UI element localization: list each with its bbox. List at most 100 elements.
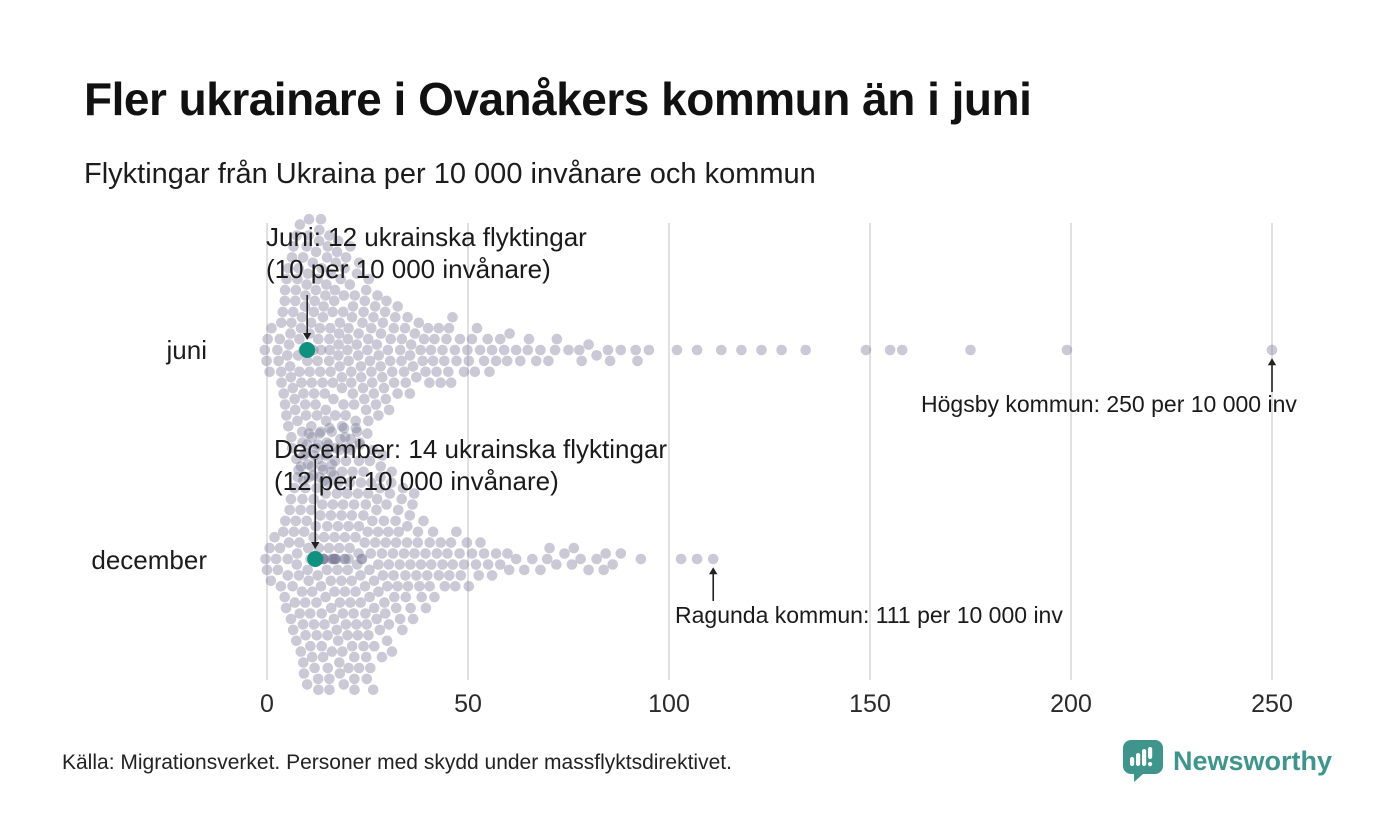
row-label-december: december — [91, 545, 207, 575]
beeswarm-dot — [330, 553, 342, 565]
beeswarm-dot — [397, 624, 408, 636]
beeswarm-dot — [264, 366, 275, 378]
beeswarm-dot — [382, 344, 394, 356]
beeswarm-dot — [371, 339, 383, 350]
beeswarm-dot — [314, 472, 325, 483]
beeswarm-dot — [374, 624, 386, 636]
beeswarm-dot — [351, 559, 363, 570]
annotation-juni-highlight: Juni: 12 ukrainska flyktingar (10 per 10… — [266, 221, 587, 285]
beeswarm-dot — [591, 350, 602, 361]
page-title: Fler ukrainare i Ovanåkers kommun än i j… — [84, 73, 1032, 125]
beeswarm-dot — [473, 570, 485, 581]
beeswarm-dot — [433, 322, 445, 334]
beeswarm-dot — [300, 410, 312, 421]
beeswarm-dot — [261, 355, 272, 367]
annotation-ragunda-outlier: Ragunda kommun: 111 per 10 000 inv — [675, 602, 1063, 628]
beeswarm-dot — [346, 366, 357, 378]
beeswarm-dot — [384, 355, 396, 367]
beeswarm-dot — [600, 548, 611, 559]
brand-name: Newsworthy — [1172, 745, 1332, 776]
beeswarm-dot — [527, 553, 538, 565]
beeswarm-dot — [344, 279, 356, 290]
beeswarm-dot — [339, 531, 351, 543]
beeswarm-dot — [294, 366, 305, 378]
beeswarm-dot — [334, 657, 345, 668]
beeswarm-dot — [422, 570, 433, 581]
beeswarm-dot — [346, 377, 357, 389]
beeswarm-dot — [328, 470, 340, 481]
beeswarm-dot — [632, 355, 643, 367]
beeswarm-dot — [336, 575, 347, 587]
beeswarm-dot — [297, 619, 309, 630]
beeswarm-dot — [486, 570, 498, 581]
beeswarm-dot — [344, 477, 356, 489]
beeswarm-dot — [279, 295, 291, 307]
beeswarm-dot — [409, 328, 421, 339]
beeswarm-dot — [362, 428, 373, 439]
beeswarm-dot — [329, 553, 341, 565]
beeswarm-dot — [350, 531, 361, 543]
beeswarm-dot — [301, 279, 313, 290]
beeswarm-dot — [377, 570, 389, 581]
beeswarm-dot — [326, 459, 338, 470]
beeswarm-dot — [398, 548, 410, 559]
beeswarm-dot — [341, 488, 353, 499]
beeswarm-dot — [390, 515, 401, 527]
beeswarm-dot — [366, 366, 377, 378]
beeswarm-dot — [385, 333, 397, 345]
beeswarm-dot — [328, 393, 339, 405]
beeswarm-dot — [320, 290, 331, 301]
beeswarm-dot — [331, 442, 342, 454]
beeswarm-dot — [390, 537, 402, 548]
beeswarm-dot — [551, 333, 563, 345]
x-tick-label: 200 — [1050, 690, 1092, 718]
beeswarm-dot — [316, 461, 328, 472]
beeswarm-dot — [414, 581, 425, 592]
beeswarm-dot — [260, 553, 271, 565]
beeswarm-dot — [463, 581, 475, 592]
beeswarm-dot — [286, 442, 298, 454]
beeswarm-dot — [294, 537, 305, 548]
beeswarm-dot — [331, 246, 343, 258]
annotation-arrowhead — [709, 567, 718, 575]
beeswarm-dot — [490, 355, 502, 367]
beeswarm-dot — [272, 344, 283, 356]
beeswarm-dot — [343, 322, 354, 334]
beeswarm-dot — [336, 421, 348, 432]
beeswarm-dot — [283, 263, 294, 274]
beeswarm-dot — [274, 333, 286, 345]
beeswarm-dot — [310, 442, 322, 454]
beeswarm-dot — [484, 366, 495, 378]
beeswarm-dot — [501, 355, 513, 367]
beeswarm-dot — [353, 548, 364, 559]
beeswarm-dot — [407, 361, 419, 372]
beeswarm-dot — [333, 477, 344, 489]
beeswarm-dot — [298, 388, 309, 399]
beeswarm-dot — [309, 450, 320, 461]
beeswarm-dot — [439, 355, 450, 367]
beeswarm-dot — [358, 466, 369, 478]
beeswarm-dot — [296, 586, 308, 597]
beeswarm-dot — [314, 366, 326, 378]
beeswarm-dot — [1266, 344, 1278, 356]
beeswarm-dot — [322, 521, 333, 532]
beeswarm-dot — [393, 526, 405, 538]
beeswarm-dot — [630, 344, 641, 356]
beeswarm-dot — [389, 591, 400, 603]
beeswarm-dot — [306, 377, 318, 389]
beeswarm-dot — [259, 344, 271, 356]
beeswarm-dot — [433, 570, 445, 581]
beeswarm-dot — [312, 439, 324, 450]
beeswarm-dot — [290, 515, 302, 527]
beeswarm-dot — [576, 355, 587, 367]
beeswarm-dot — [311, 597, 322, 608]
beeswarm-dot — [343, 662, 354, 674]
beeswarm-dot — [400, 591, 412, 603]
beeswarm-dot — [300, 448, 311, 459]
beeswarm-dot — [397, 482, 409, 494]
beeswarm-dot — [302, 268, 314, 280]
beeswarm-dot — [373, 410, 384, 421]
beeswarm-dot — [383, 404, 395, 416]
beeswarm-dot — [396, 333, 408, 345]
beeswarm-dot — [282, 350, 293, 361]
